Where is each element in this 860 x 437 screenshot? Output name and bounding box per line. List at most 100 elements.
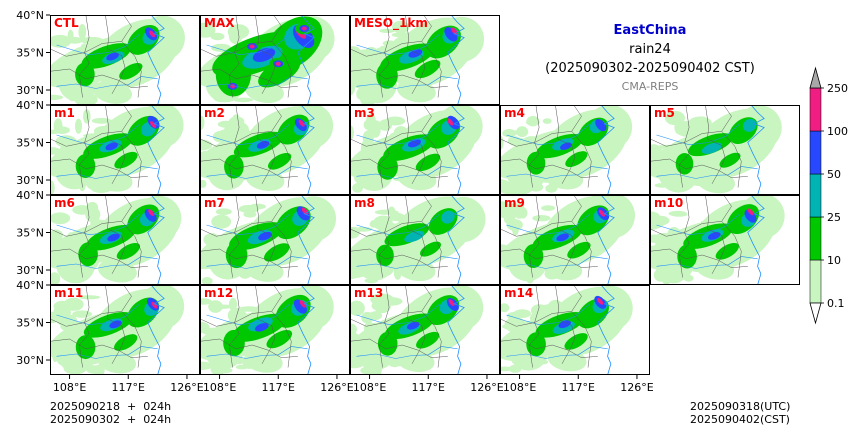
rain-area (144, 208, 157, 222)
forecast-panel: m5 (650, 105, 800, 195)
rain-area (97, 350, 137, 374)
lon-tick-label: 108°E (503, 381, 536, 394)
rain-area (404, 230, 425, 243)
province-border (229, 15, 240, 98)
river (206, 123, 291, 146)
forecast-panel: m7 (200, 195, 350, 285)
colorbar: 0.1 10 25 50 100 250 (809, 66, 848, 325)
colorbar-tick-label: 50 (827, 168, 841, 181)
province-border (255, 285, 276, 364)
province-border (679, 195, 690, 278)
province-border (200, 68, 298, 88)
rain-area (526, 151, 546, 175)
rain-area (209, 304, 234, 309)
province-border (650, 221, 722, 237)
coastline (597, 195, 615, 285)
rain-area (238, 204, 260, 214)
province-border (350, 248, 448, 268)
rain-area (695, 256, 735, 280)
province-border (79, 105, 90, 188)
river (506, 166, 608, 179)
province-border (555, 105, 576, 184)
coastline (447, 105, 465, 195)
panel-frame (200, 195, 350, 285)
province-border (421, 285, 442, 368)
rain-area (544, 166, 584, 190)
rain-area (200, 298, 212, 305)
rain-area (376, 244, 394, 267)
province-border (350, 131, 422, 147)
rain-area (53, 126, 70, 134)
panel-label: m12 (204, 286, 233, 300)
valid-time-cst: 2025090402(CST) (690, 413, 790, 426)
panel-label: m13 (354, 286, 383, 300)
panel-frame (350, 195, 500, 285)
panel-label: m8 (354, 196, 375, 210)
rain-area (223, 329, 245, 357)
province-border (705, 105, 726, 184)
province-border (500, 221, 572, 237)
forecast-panel: MESO_1km (350, 15, 500, 105)
rain-area (235, 364, 249, 370)
rain-area (258, 57, 301, 88)
rain-area (212, 130, 229, 143)
panel-label: CTL (54, 16, 79, 30)
province-border (121, 195, 142, 278)
province-border (50, 338, 148, 358)
river (506, 213, 591, 236)
forecast-panel: m14 (500, 285, 650, 375)
rain-area (107, 233, 120, 242)
rain-area (50, 94, 64, 101)
lat-tick-label: 35°N (16, 47, 44, 60)
province-border (571, 285, 592, 368)
rain-area (67, 37, 83, 44)
rain-area (225, 241, 248, 269)
forecast-panel: m3 (350, 105, 500, 195)
panel-label: m10 (654, 196, 683, 210)
rain-area (105, 142, 118, 151)
river (56, 166, 158, 179)
rain-area (516, 126, 529, 138)
rain-area (447, 115, 460, 130)
river (356, 76, 458, 89)
rain-area (688, 116, 712, 129)
province-border (121, 285, 142, 368)
province-border (529, 105, 540, 188)
river (356, 346, 458, 359)
lat-tick-label: 40°N (16, 9, 44, 22)
province-border (679, 105, 690, 188)
lon-tick-label: 108°E (203, 381, 236, 394)
rain-area (675, 153, 694, 175)
region-title: EastChina (613, 23, 687, 38)
panel-frame (500, 195, 650, 285)
province-border (200, 158, 298, 178)
province-border (421, 105, 442, 188)
province-border (200, 311, 272, 327)
province-border (405, 285, 426, 364)
rain-area (742, 118, 757, 132)
province-border (350, 221, 422, 237)
rain-area (254, 323, 269, 332)
province-border (500, 131, 572, 147)
rain-area (75, 62, 95, 87)
panel-label: m14 (504, 286, 533, 300)
province-border (405, 15, 426, 94)
coastline (447, 285, 465, 375)
province-border (271, 15, 292, 98)
province-border (200, 41, 272, 57)
rain-area (378, 297, 403, 306)
river (506, 346, 608, 359)
river (506, 123, 591, 146)
rain-area (506, 219, 523, 231)
river (56, 213, 141, 236)
river (356, 166, 458, 179)
rain-area (701, 142, 722, 154)
lat-tick-label: 30°N (16, 354, 44, 367)
init-time-cst: 2025090302 + 024h (50, 413, 172, 426)
forecast-panel: m8 (350, 195, 500, 285)
rain-area (350, 231, 359, 239)
panel-frame (350, 285, 500, 375)
province-border (271, 105, 292, 188)
rain-area (599, 209, 606, 217)
rain-area (119, 62, 143, 80)
